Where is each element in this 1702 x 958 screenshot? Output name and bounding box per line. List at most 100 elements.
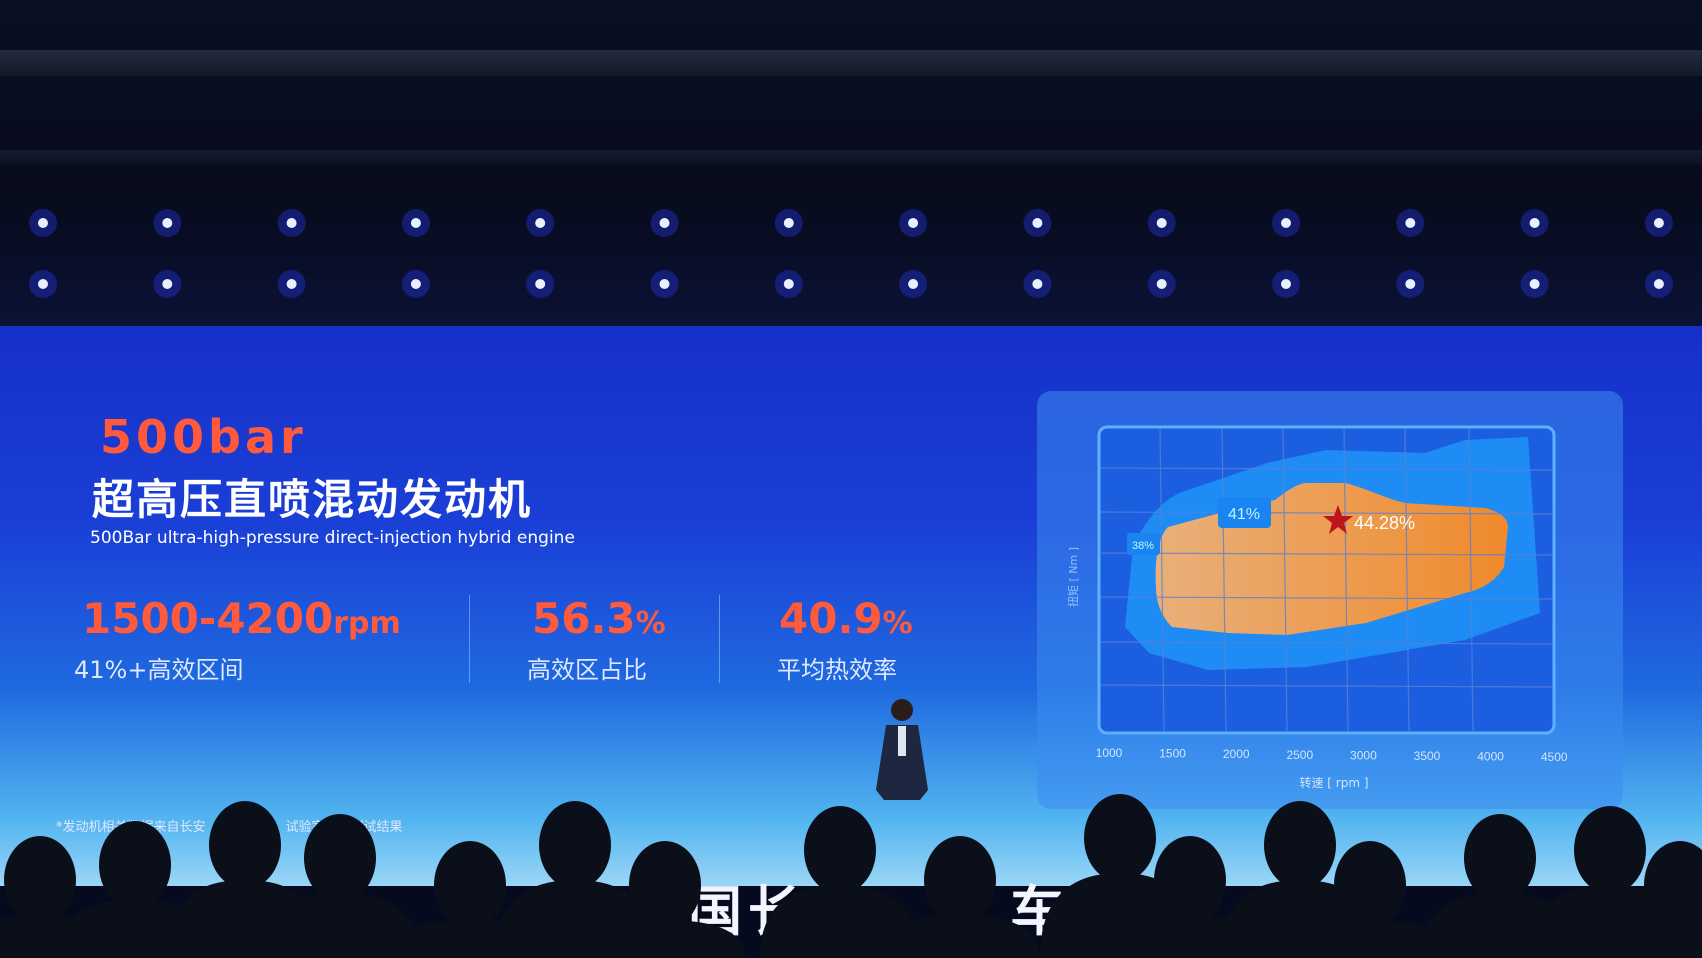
zone-38-label: 38% bbox=[1132, 540, 1154, 552]
x-tick-label: 3500 bbox=[1414, 749, 1441, 763]
stat-thermal-unit: % bbox=[882, 606, 913, 641]
stage-light bbox=[908, 218, 919, 228]
grid-line bbox=[1221, 428, 1227, 732]
grid-line bbox=[1404, 428, 1410, 732]
x-tick-label: 2000 bbox=[1223, 747, 1250, 761]
stage-light bbox=[1653, 218, 1664, 228]
lighting-truss bbox=[0, 50, 1702, 76]
grid-line bbox=[1343, 428, 1349, 732]
stage-light bbox=[535, 279, 546, 289]
stage-light bbox=[1281, 218, 1291, 228]
audience-body bbox=[585, 920, 745, 958]
audience-body bbox=[1290, 920, 1450, 958]
stage-light bbox=[286, 279, 297, 289]
stat-efficient-share: 56.3% bbox=[532, 594, 666, 643]
plot-grid bbox=[1100, 428, 1553, 732]
x-ticks: 1000 1500 2000 2500 3000 3500 4000 4500 bbox=[1096, 746, 1568, 764]
zone-41-label: 41% bbox=[1228, 506, 1260, 523]
stage-light bbox=[659, 279, 670, 289]
audience-head bbox=[209, 801, 281, 889]
presenter-shirt bbox=[898, 726, 906, 756]
stage-light bbox=[1281, 279, 1291, 289]
audience-head bbox=[304, 814, 376, 902]
stat-rpm-unit: rpm bbox=[333, 606, 401, 641]
audience-head bbox=[924, 836, 996, 924]
audience-head bbox=[1154, 836, 1226, 924]
stage-light bbox=[535, 218, 546, 228]
grid-line bbox=[1100, 641, 1553, 645]
audience-head bbox=[4, 836, 76, 924]
stage-light bbox=[38, 279, 48, 289]
stage-light bbox=[1156, 218, 1167, 228]
stage-light bbox=[410, 279, 421, 289]
audience-head bbox=[1264, 801, 1336, 889]
stage-light bbox=[1032, 218, 1043, 228]
stage-light bbox=[1405, 218, 1416, 228]
stat-rpm-range: 1500-4200rpm bbox=[82, 594, 401, 643]
x-axis-label: 转速 [ rpm ] bbox=[1299, 775, 1368, 790]
x-tick-label: 2500 bbox=[1286, 748, 1313, 762]
audience-body bbox=[760, 885, 920, 958]
stage-light bbox=[1529, 279, 1540, 289]
stage-light bbox=[1032, 279, 1043, 289]
headline-title: 超高压直喷混动发动机 bbox=[92, 475, 533, 524]
audience-head bbox=[539, 801, 611, 889]
grid-line bbox=[1159, 428, 1165, 732]
grid-line bbox=[1100, 552, 1553, 556]
grid-line bbox=[1100, 467, 1553, 471]
divider bbox=[719, 595, 720, 683]
stat-thermal-label: 平均热效率 bbox=[777, 656, 897, 684]
stat-rpm-value: 1500-4200 bbox=[82, 594, 334, 643]
stat-rpm-label: 41%+高效区间 bbox=[74, 656, 244, 684]
stat-efficient-share-label: 高效区占比 bbox=[527, 656, 647, 684]
grid-line bbox=[1468, 428, 1474, 732]
stage-light bbox=[286, 218, 297, 228]
audience-head bbox=[99, 821, 171, 909]
audience-head bbox=[1644, 841, 1702, 929]
audience-head bbox=[1464, 814, 1536, 902]
y-axis-label: 扭矩 [ Nm ] bbox=[1066, 547, 1080, 607]
x-tick-label: 1500 bbox=[1159, 747, 1186, 761]
stage-light bbox=[783, 218, 794, 228]
stage-light bbox=[1653, 279, 1664, 289]
stage-light bbox=[410, 218, 421, 228]
audience-head bbox=[804, 806, 876, 894]
headline-subtitle: 500Bar ultra-high-pressure direct-inject… bbox=[90, 528, 575, 548]
x-tick-label: 1000 bbox=[1096, 746, 1123, 760]
peak-label: 44.28% bbox=[1354, 513, 1415, 533]
headline-value: 500bar bbox=[100, 410, 307, 464]
grid-line bbox=[1100, 596, 1553, 600]
audience-body bbox=[260, 893, 420, 958]
audience-body bbox=[1600, 920, 1702, 958]
stage-light bbox=[162, 279, 173, 289]
stat-thermal-value: 40.9 bbox=[779, 594, 883, 643]
presenter-body bbox=[876, 725, 928, 800]
zone-41-badge bbox=[1218, 497, 1271, 528]
grid-line bbox=[1282, 428, 1288, 732]
stage-light bbox=[908, 279, 919, 289]
divider bbox=[469, 595, 470, 683]
x-tick-label: 4500 bbox=[1541, 750, 1568, 764]
stage-light bbox=[1405, 279, 1416, 289]
stage-ceiling bbox=[0, 0, 1702, 330]
audience-head bbox=[434, 841, 506, 929]
audience-head bbox=[629, 841, 701, 929]
stage-light bbox=[1529, 218, 1540, 228]
audience-head bbox=[1084, 794, 1156, 882]
audience-head bbox=[1334, 841, 1406, 929]
stat-share-unit: % bbox=[635, 606, 666, 641]
stage-light bbox=[162, 218, 173, 228]
stage-light bbox=[38, 218, 48, 228]
stat-share-value: 56.3 bbox=[532, 594, 636, 643]
lighting-truss bbox=[0, 150, 1702, 164]
audience-head bbox=[1574, 806, 1646, 894]
audience-body bbox=[880, 915, 1040, 958]
presenter-head bbox=[891, 699, 913, 721]
grid-line bbox=[1100, 511, 1553, 515]
stage-lights bbox=[29, 209, 1673, 298]
stat-thermal-efficiency: 40.9% bbox=[779, 594, 913, 643]
stage-light bbox=[1156, 279, 1167, 289]
